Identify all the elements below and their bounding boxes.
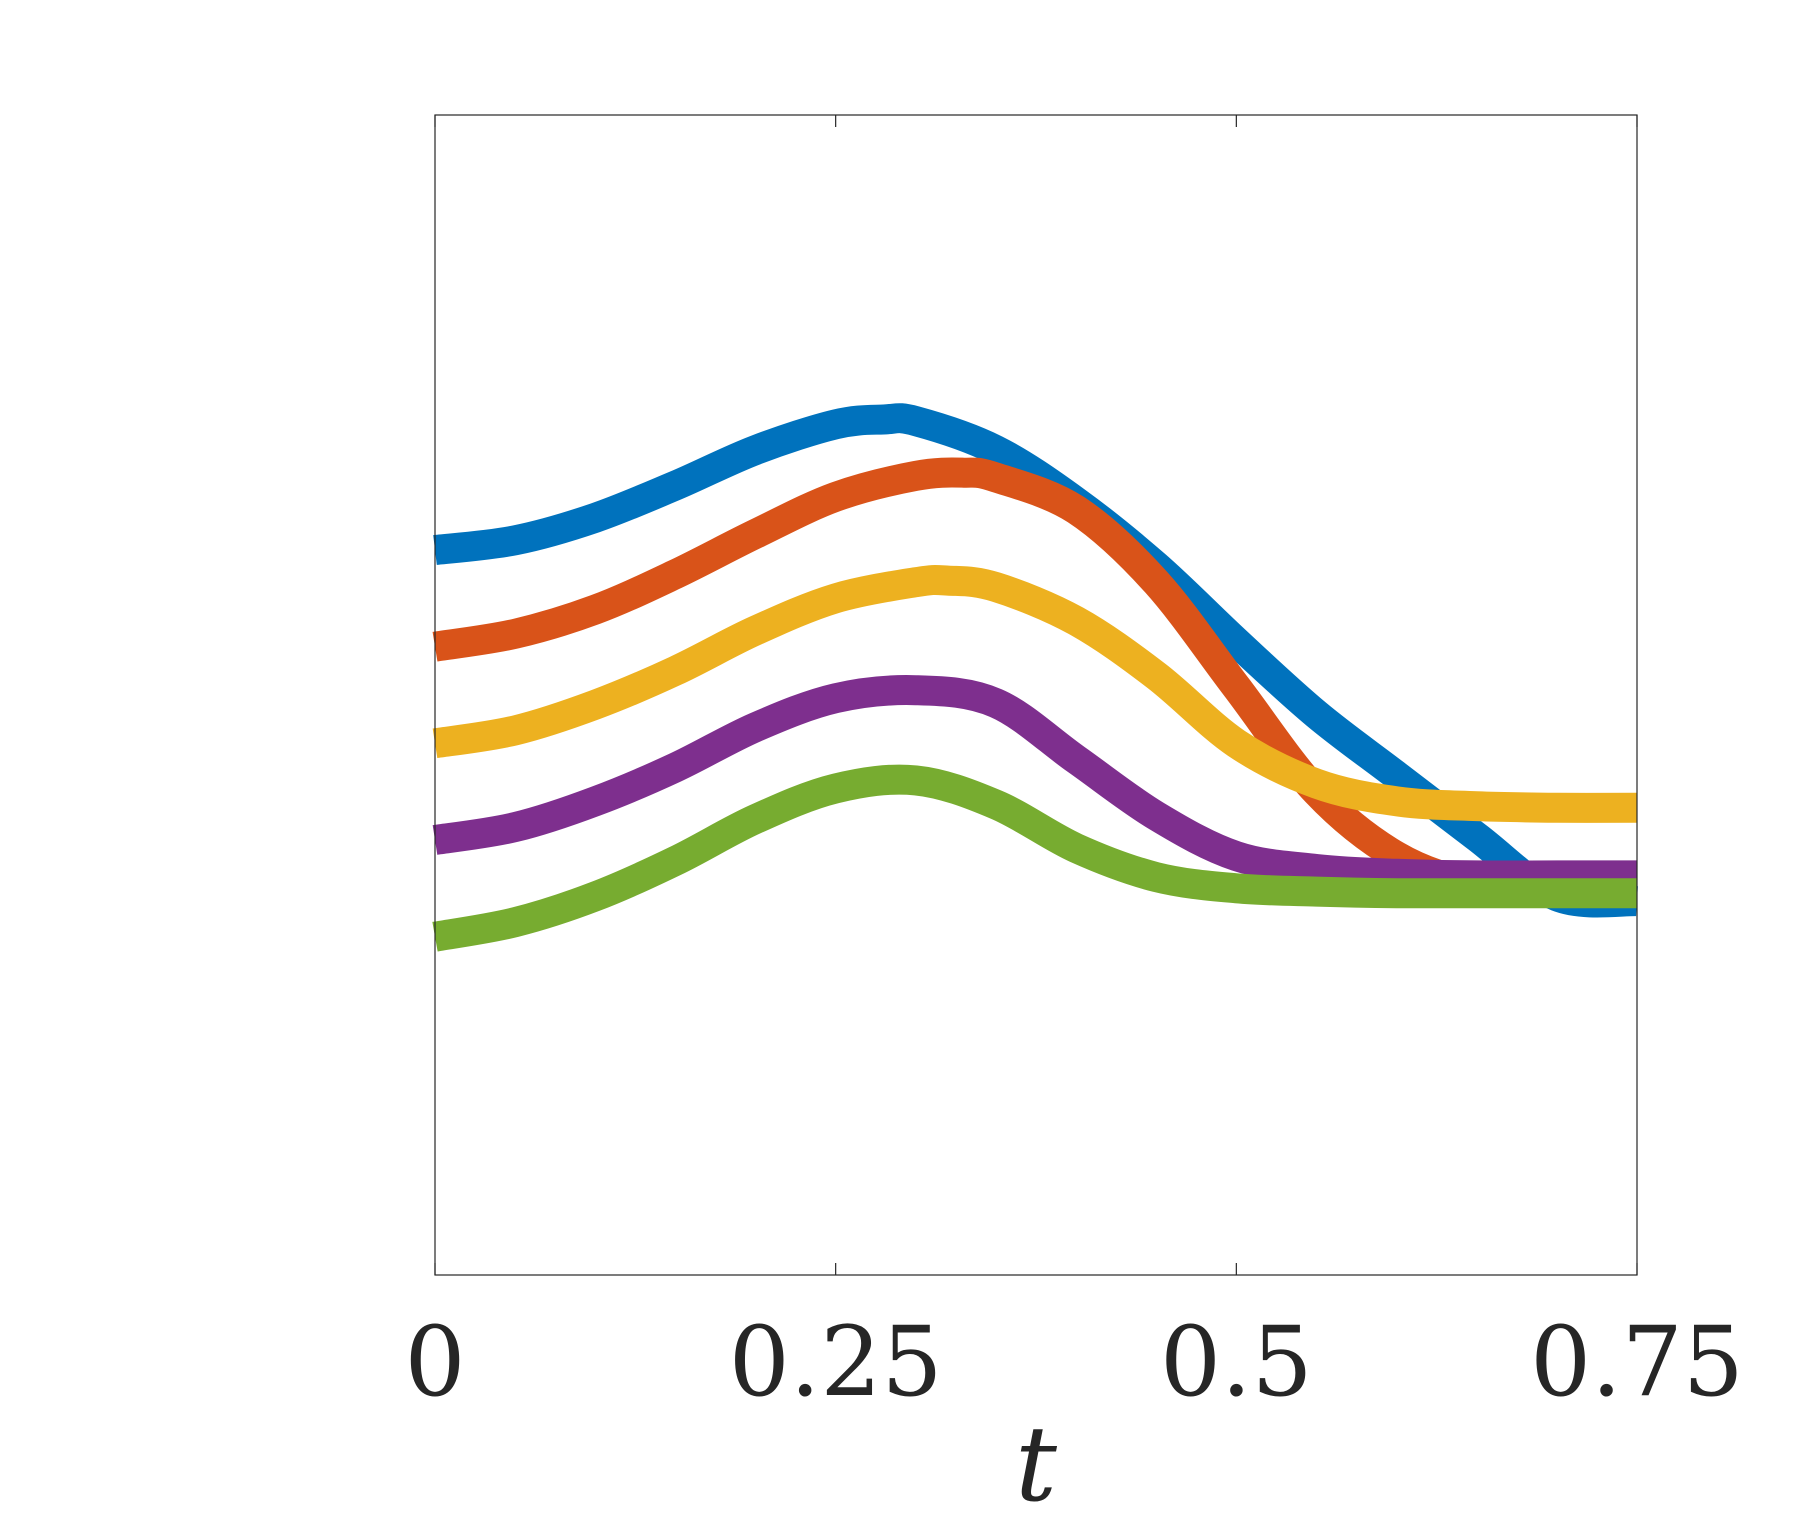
x-tick-label-1: 0 [404, 1306, 465, 1418]
x-tick-label-2: 0.25 [729, 1306, 943, 1418]
series-line-4 [432, 675, 1637, 891]
x-tick-label-3: 0.5 [1160, 1306, 1313, 1418]
series-line-3 [432, 564, 1638, 823]
series-layer [432, 403, 1638, 952]
series-line-5 [432, 764, 1637, 952]
x-axis-label: t [1015, 1403, 1057, 1520]
plot-area-frame [434, 114, 1638, 1276]
x-tick-label-4: 0.75 [1530, 1306, 1744, 1418]
x-axis: 0 0.25 0.5 0.75 [404, 115, 1744, 1418]
